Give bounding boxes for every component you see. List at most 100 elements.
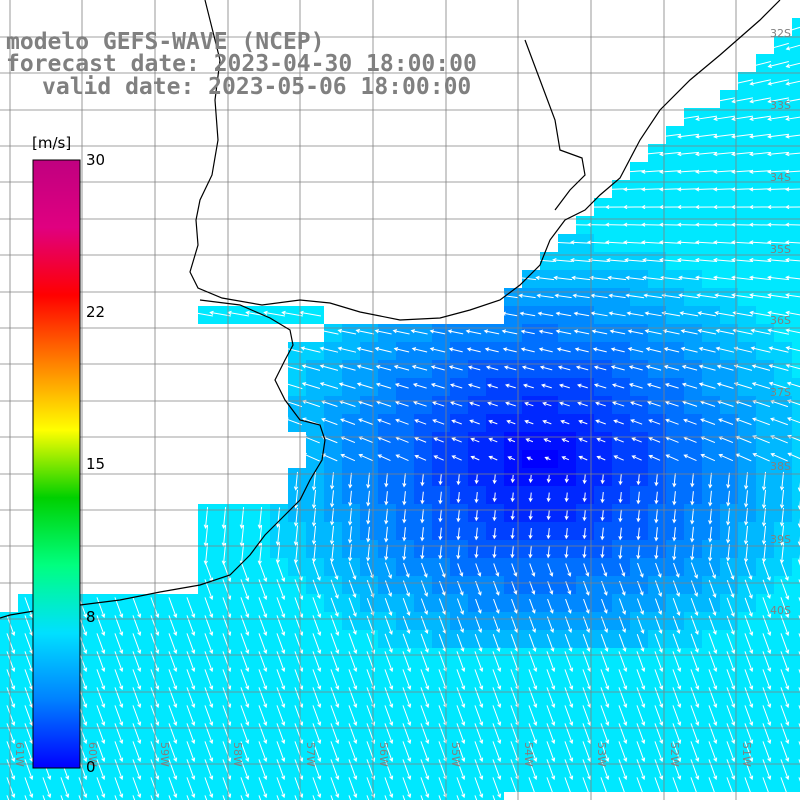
wind-arrow	[716, 364, 734, 371]
wind-arrow	[749, 79, 771, 86]
wind-arrow	[24, 795, 28, 800]
field-cell	[792, 522, 800, 540]
wind-arrow	[641, 151, 664, 157]
wind-arrow	[258, 561, 268, 583]
wind-arrow	[433, 437, 444, 443]
wind-arrow	[240, 687, 250, 709]
field-cell	[792, 576, 800, 594]
wind-arrow	[438, 598, 447, 615]
wind-arrow	[744, 490, 749, 508]
wind-arrow	[42, 777, 52, 799]
wind-arrow	[474, 492, 479, 504]
wind-arrow	[680, 329, 698, 335]
wind-arrow	[525, 438, 534, 443]
wind-arrow	[582, 777, 592, 799]
wind-arrow	[546, 669, 556, 691]
wind-arrow	[96, 795, 100, 800]
wind-arrow	[565, 581, 572, 595]
wind-arrow	[618, 598, 627, 615]
wind-arrow	[294, 795, 298, 800]
wind-arrow	[665, 400, 679, 407]
wind-arrow	[642, 275, 663, 281]
wind-arrow	[762, 759, 772, 781]
wind-arrow	[561, 456, 570, 461]
field-cell	[432, 792, 450, 800]
wind-arrow	[768, 364, 789, 371]
wind-arrow	[420, 633, 429, 654]
wind-arrow	[744, 723, 754, 745]
wind-arrow	[275, 525, 281, 546]
wind-arrow	[785, 116, 800, 121]
wind-arrow	[600, 687, 610, 709]
wind-arrow	[564, 723, 574, 745]
field-cell	[792, 756, 800, 774]
wind-arrow	[312, 777, 322, 799]
wind-arrow	[312, 669, 322, 691]
wind-arrow	[554, 293, 572, 299]
wind-arrow	[749, 97, 771, 104]
wind-arrow	[456, 795, 460, 800]
wind-arrow	[340, 418, 356, 425]
wind-arrow	[694, 169, 718, 174]
wind-arrow	[402, 509, 407, 524]
wind-arrow	[456, 545, 461, 560]
wind-arrow	[744, 508, 749, 526]
wind-arrow	[449, 383, 463, 389]
wind-arrow	[683, 418, 697, 425]
wind-arrow	[595, 419, 606, 425]
wind-arrow	[658, 240, 682, 245]
wind-arrow	[96, 597, 106, 619]
wind-arrow	[348, 472, 353, 489]
wind-arrow	[712, 169, 736, 174]
wind-arrow	[618, 527, 623, 541]
wind-arrow	[186, 777, 196, 799]
wind-arrow	[356, 346, 374, 353]
wind-arrow	[672, 473, 677, 488]
wind-arrow	[168, 723, 178, 745]
latitude-label: 34S	[770, 171, 791, 184]
wind-arrow	[355, 328, 375, 335]
wind-arrow	[348, 597, 357, 618]
wind-arrow	[582, 510, 587, 522]
wind-arrow	[132, 597, 142, 619]
wind-arrow	[395, 400, 409, 407]
wind-arrow	[731, 275, 754, 281]
longitude-label: 58W	[231, 742, 244, 767]
wind-arrow	[282, 381, 303, 390]
wind-arrow	[203, 506, 209, 529]
wind-arrow	[492, 723, 502, 745]
wind-arrow	[492, 777, 502, 799]
wind-arrow	[608, 293, 626, 299]
wind-arrow	[330, 633, 340, 655]
wind-arrow	[643, 293, 663, 299]
wind-arrow	[448, 365, 463, 371]
wind-arrow	[600, 723, 610, 745]
wind-arrow	[761, 525, 767, 545]
wind-arrow	[24, 687, 34, 709]
wind-arrow	[6, 759, 16, 781]
wind-arrow	[697, 311, 717, 317]
wind-arrow	[483, 329, 500, 335]
wind-arrow	[507, 438, 516, 443]
wind-arrow	[132, 687, 142, 709]
wind-arrow	[618, 634, 627, 653]
wind-arrow	[784, 187, 800, 192]
wind-arrow	[546, 634, 555, 653]
latitude-label: 40S	[770, 604, 791, 617]
wind-arrow	[275, 507, 281, 528]
wind-arrow	[690, 491, 695, 506]
wind-arrow	[348, 795, 352, 800]
wind-arrow	[546, 528, 551, 540]
longitude-label: 56W	[377, 742, 390, 767]
wind-arrow	[646, 383, 661, 389]
wind-arrow	[432, 419, 445, 425]
wind-arrow	[713, 97, 735, 104]
longitude-label: 51W	[740, 742, 753, 767]
wind-arrow	[578, 455, 588, 461]
wind-arrow	[204, 741, 214, 763]
wind-arrow	[673, 562, 680, 578]
wind-arrow	[648, 436, 661, 443]
wind-arrow	[312, 597, 322, 619]
wind-arrow	[672, 544, 677, 561]
wind-arrow	[751, 364, 771, 371]
